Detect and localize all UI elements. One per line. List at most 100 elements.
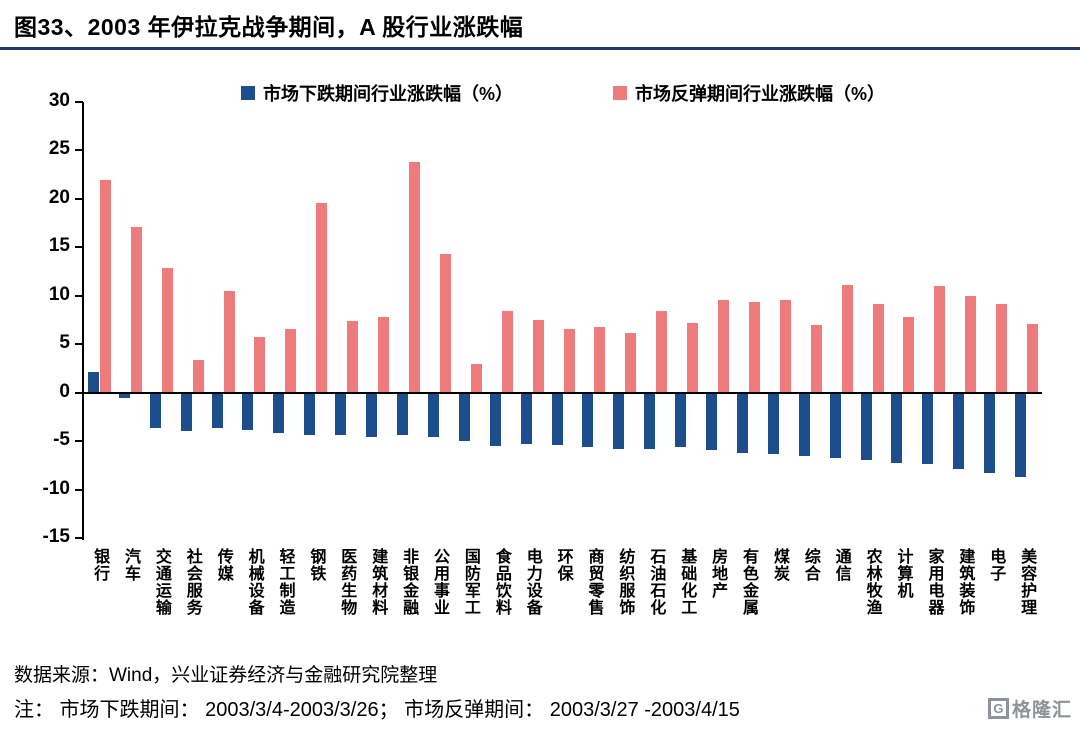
bar-rebound [347,320,359,393]
bar-rebound [501,311,513,393]
bar-rebound [965,295,977,393]
legend-swatch-decline-icon [240,86,255,100]
bar-decline [273,392,285,434]
category-label-text: 机械设备 [245,548,263,616]
category-label: 石油石化 [640,548,671,683]
bar-rebound [378,317,390,393]
category-label-text: 纺织服饰 [616,548,634,616]
y-tick-label: -10 [42,477,70,499]
gelonghui-logo: G 格隆汇 [987,695,1072,722]
bar-rebound [841,285,853,393]
y-tick-label: 0 [59,380,70,402]
category-label: 交通运输 [146,548,177,683]
y-tick-label: -15 [42,526,70,547]
category-label: 商贸零售 [578,548,609,683]
category-label: 轻工制造 [269,548,300,683]
y-tick-mark [75,343,83,346]
bar-rebound [254,337,266,393]
category-label: 美容护理 [1011,548,1042,683]
bar-decline [613,392,625,449]
bar-decline [736,392,748,453]
bar-rebound [594,326,606,393]
bar-rebound [872,304,884,393]
y-tick-mark [75,391,83,394]
bar-decline [706,392,718,450]
bar-decline [458,392,470,442]
bar-decline [551,392,563,445]
y-tick-mark [75,101,83,103]
y-tick-label: 20 [48,186,70,208]
bar-decline [335,392,347,436]
bar-decline [582,392,594,447]
bar-rebound [748,301,760,393]
category-label: 纺织服饰 [609,548,640,683]
gelonghui-logo-label: 格隆汇 [1011,700,1072,721]
bar-rebound [161,267,173,393]
y-tick-label: 25 [48,138,70,160]
category-label-text: 建筑装饰 [956,548,974,616]
y-tick-mark [75,537,83,539]
category-label-text: 有色金属 [740,548,758,616]
bar-rebound [1027,323,1039,393]
data-source-text: 数据来源：Wind，兴业证券经济与金融研究院整理 [14,665,438,686]
bar-rebound [656,311,668,393]
category-label: 农林牧渔 [857,548,888,683]
category-label-text: 食品饮料 [492,548,510,616]
category-label: 建筑装饰 [949,548,980,683]
bar-decline [396,392,408,436]
category-label: 食品饮料 [486,548,517,683]
category-label: 煤炭 [764,548,795,683]
bar-rebound [532,320,544,393]
y-axis-line [82,102,84,540]
category-label-text: 综合 [801,548,819,582]
bar-decline [211,392,223,428]
y-tick-label: 5 [59,332,70,354]
category-label-text: 农林牧渔 [863,548,881,616]
category-label: 传媒 [208,548,239,683]
chart-note-text: 注： 市场下跌期间： 2003/3/4-2003/3/26； 市场反弹期间： 2… [14,699,740,721]
legend-item-rebound: 市场反弹期间行业涨跌幅（%） [613,80,885,106]
gelonghui-logo-icon: G [987,698,1009,719]
category-label: 建筑材料 [362,548,393,683]
category-label: 医药生物 [331,548,362,683]
title-divider [0,47,1080,50]
y-tick-mark [75,197,83,200]
category-label-text: 家用电器 [925,548,943,616]
category-label-text: 轻工制造 [276,548,294,616]
y-tick-label: 30 [48,90,70,111]
category-label: 有色金属 [733,548,764,683]
category-label-text: 环保 [554,548,572,582]
category-label-text: 传媒 [214,548,232,582]
category-label: 综合 [795,548,826,683]
bar-decline [829,392,841,458]
category-label-text: 商贸零售 [585,548,603,616]
bar-rebound [223,290,235,393]
bar-decline [860,392,872,460]
bar-decline [891,392,903,464]
y-tick-mark [75,488,83,491]
category-label-text: 电力设备 [523,548,541,616]
bar-decline [242,392,254,431]
bar-decline [180,392,192,432]
bar-decline [644,392,656,449]
bar-rebound [285,328,297,393]
category-label: 电子 [980,548,1011,683]
y-tick-mark [75,149,83,152]
category-label: 基础化工 [671,548,702,683]
category-label: 通信 [826,548,857,683]
bar-rebound [625,332,637,393]
category-label-text: 汽车 [121,548,139,582]
category-label-text: 钢铁 [307,548,325,582]
category-label: 非银金融 [393,548,424,683]
bar-decline [1015,392,1027,477]
bar-rebound [779,299,791,393]
category-label-text: 基础化工 [678,548,696,616]
category-label: 计算机 [887,548,918,683]
y-tick-label: 15 [48,235,70,257]
category-label: 汽车 [115,548,146,683]
bar-rebound [130,226,142,393]
y-tick-mark [75,294,83,297]
y-tick-label: -5 [53,429,70,451]
bar-decline [149,392,161,428]
